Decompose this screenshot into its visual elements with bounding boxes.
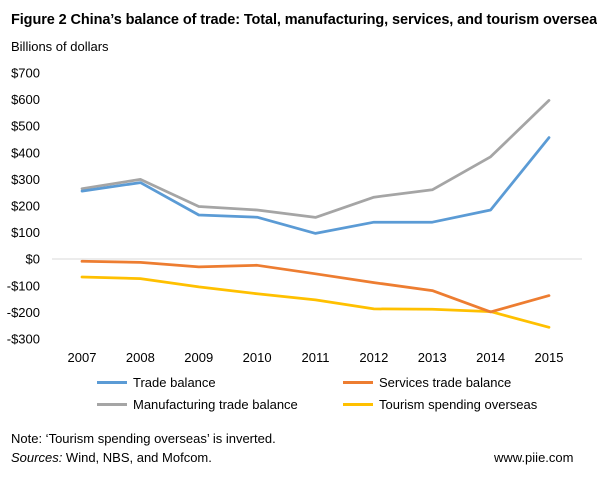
- x-tick-label: 2011: [302, 350, 330, 365]
- y-axis-label: Billions of dollars: [11, 39, 109, 54]
- x-tick-label: 2008: [126, 350, 155, 365]
- legend-label: Manufacturing trade balance: [133, 397, 298, 412]
- chart-title: Figure 2 China’s balance of trade: Total…: [11, 12, 597, 28]
- y-tick-label: -$300: [7, 332, 40, 347]
- y-tick-label: -$200: [7, 305, 40, 320]
- chart-note: Note: ‘Tourism spending overseas’ is inv…: [11, 431, 276, 446]
- legend-swatch: [97, 403, 127, 406]
- legend-item-tourism-spending-overseas: Tourism spending overseas: [343, 397, 537, 412]
- chart-sources: Sources: Wind, NBS, and Mofcom.: [11, 450, 212, 465]
- y-tick-label: -$100: [7, 278, 40, 293]
- legend-item-services-trade-balance: Services trade balance: [343, 375, 511, 390]
- y-tick-label: $500: [11, 119, 40, 134]
- x-tick-label: 2007: [68, 350, 97, 365]
- legend-swatch: [343, 403, 373, 406]
- legend-swatch: [343, 381, 373, 384]
- x-tick-label: 2010: [243, 350, 272, 365]
- y-tick-label: $200: [11, 199, 40, 214]
- x-tick-label: 2009: [184, 350, 213, 365]
- x-tick-label: 2015: [535, 350, 564, 365]
- series-line-manufacturing-trade-balance: [80, 99, 551, 219]
- y-tick-label: $600: [11, 92, 40, 107]
- x-tick-label: 2013: [418, 350, 447, 365]
- chart-credit: www.piie.com: [494, 450, 574, 465]
- y-tick-label: $100: [11, 225, 40, 240]
- y-tick-label: $400: [11, 145, 40, 160]
- x-tick-label: 2012: [359, 350, 388, 365]
- sources-text: Wind, NBS, and Mofcom.: [62, 450, 212, 465]
- sources-label: Sources:: [11, 450, 63, 465]
- legend-label: Services trade balance: [379, 375, 512, 390]
- line-chart: Billions of dollars $700 $600 $500 $400 $300…: [7, 39, 582, 365]
- legend-item-trade-balance: Trade balance: [97, 375, 216, 390]
- series-line-tourism-spending-overseas: [80, 275, 551, 329]
- series-line-services-trade-balance: [80, 259, 551, 314]
- legend-label: Trade balance: [133, 375, 216, 390]
- legend-label: Tourism spending overseas: [379, 397, 538, 412]
- x-tick-label: 2014: [476, 350, 505, 365]
- y-tick-label: $0: [26, 252, 40, 267]
- legend-item-manufacturing-trade-balance: Manufacturing trade balance: [97, 397, 298, 412]
- legend-swatch: [97, 381, 127, 384]
- series-line-trade-balance: [80, 136, 551, 235]
- y-tick-label: $700: [11, 66, 40, 81]
- y-tick-label: $300: [11, 172, 40, 187]
